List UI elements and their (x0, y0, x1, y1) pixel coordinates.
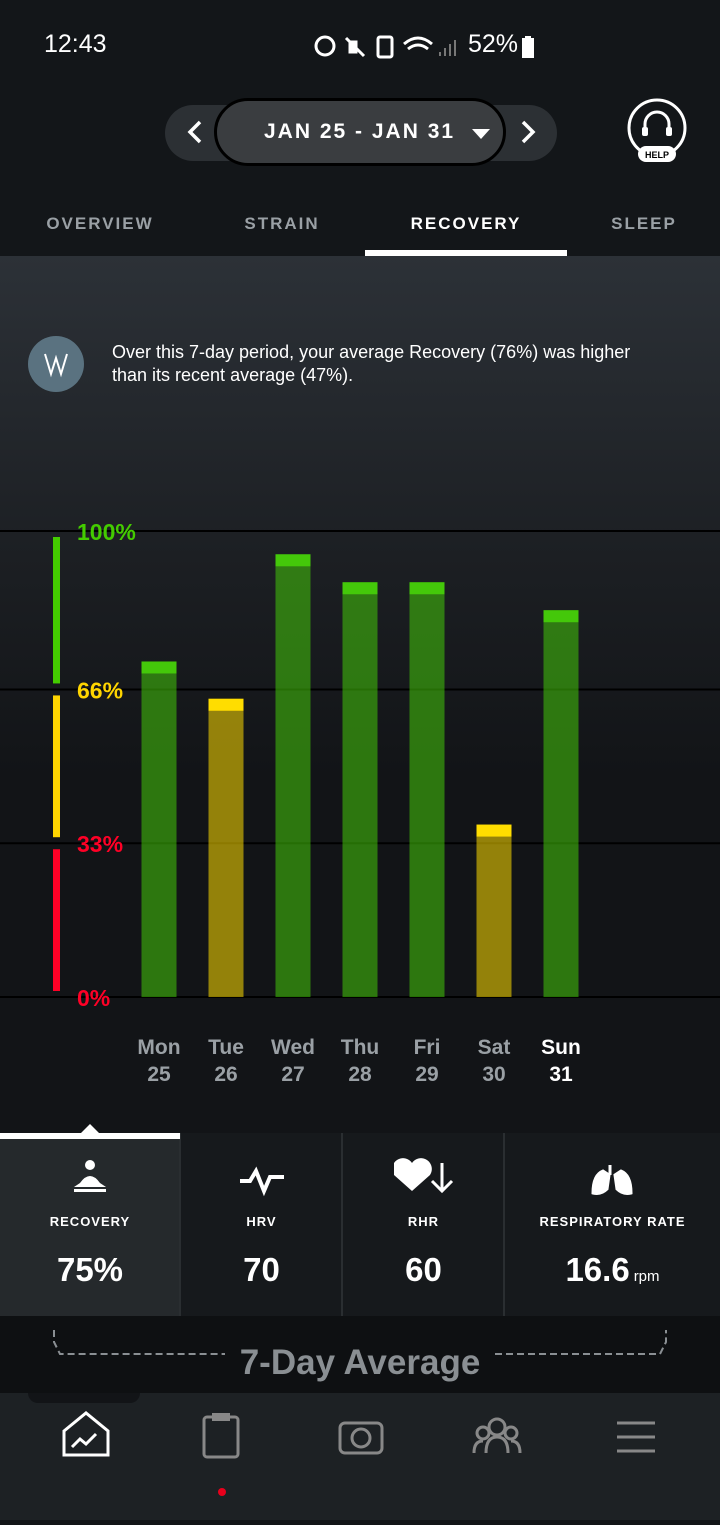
bar (409, 582, 445, 997)
metric-unit: rpm (633, 1268, 660, 1285)
x-tick-label: Wed (271, 1036, 315, 1059)
active-metric-indicator (0, 1133, 180, 1139)
nav-camera[interactable] (338, 1421, 384, 1455)
bottom-nav (0, 1383, 720, 1520)
bar (275, 554, 311, 997)
recovery-chart: 0% 33% 66% 100% Mon 25 Tue 26 Wed 27 Thu 28 Fri 29 Sat… (0, 519, 720, 1086)
tile-separator (179, 1133, 181, 1316)
date-range-button[interactable] (214, 98, 506, 166)
tab-bar: OVERVIEW STRAIN RECOVERY SLEEP (0, 200, 720, 256)
average-label: 7-Day Average (239, 1343, 481, 1382)
y-tick-label: 33% (77, 831, 123, 857)
tab[interactable]: SLEEP (611, 214, 677, 233)
status-battery: 52% (468, 30, 519, 58)
zone-bar (53, 537, 60, 684)
x-tick-date: 27 (281, 1063, 304, 1086)
bar-cap (342, 582, 378, 595)
bar-cap (409, 582, 445, 595)
metric-label: RECOVERY (49, 1214, 131, 1229)
bar (342, 582, 378, 997)
indicator-notch (80, 1124, 100, 1134)
metric-icon (74, 1160, 106, 1192)
bar (141, 661, 177, 997)
average-bracket (53, 1330, 667, 1355)
insight-icon (28, 336, 84, 392)
date-range[interactable]: JAN 25 - JAN 31 (264, 120, 456, 143)
metric-value: 16.6 (565, 1251, 630, 1288)
insight-text: Over this 7-day period, your average Rec… (112, 342, 631, 385)
x-tick-date: 30 (482, 1063, 505, 1086)
help-icon[interactable]: HELP (624, 98, 690, 168)
zone-bar (53, 849, 60, 991)
x-tick-label: Tue (208, 1036, 244, 1059)
zone-bar (53, 695, 60, 838)
x-tick-date: 26 (214, 1063, 237, 1086)
x-tick-label: Sun (541, 1036, 581, 1059)
metric-value: 70 (243, 1251, 280, 1288)
metric-icon (393, 1158, 453, 1194)
x-tick-label: Thu (341, 1036, 379, 1059)
bar-cap (208, 698, 244, 711)
x-tick-label: Sat (478, 1036, 511, 1059)
status-time: 12:43 (44, 30, 107, 58)
nav-menu[interactable] (617, 1421, 655, 1453)
x-tick-date: 31 (549, 1063, 573, 1086)
nav-community[interactable] (472, 1417, 522, 1454)
metric-tile[interactable]: HRV 70 (181, 1133, 342, 1316)
metric-icon (239, 1166, 284, 1197)
metric-label: RHR (407, 1214, 440, 1229)
tile-separator (341, 1133, 343, 1316)
metric-value-box: 75% (0, 1251, 180, 1289)
metric-label: RESPIRATORY RATE (539, 1214, 686, 1229)
metric-value: 60 (405, 1251, 442, 1288)
x-tick-date: 29 (415, 1063, 438, 1086)
bar (208, 698, 244, 997)
metric-tile[interactable]: RESPIRATORY RATE 16.6 rpm (505, 1133, 720, 1316)
x-tick-date: 25 (147, 1063, 171, 1086)
status-icons (314, 35, 456, 59)
metric-tile[interactable]: RHR 60 (343, 1133, 504, 1316)
tile-separator (503, 1133, 505, 1316)
bar-cap (476, 824, 512, 837)
tab[interactable]: OVERVIEW (46, 214, 154, 233)
bar-cap (543, 610, 579, 623)
battery-icon (522, 36, 534, 58)
nav-home[interactable] (62, 1411, 110, 1457)
tab[interactable]: RECOVERY (410, 214, 522, 233)
metric-label: HRV (246, 1214, 277, 1229)
bar-cap (275, 554, 311, 567)
nav-journal[interactable] (202, 1413, 240, 1459)
help-label: HELP (645, 150, 669, 160)
dropdown-arrow (472, 129, 490, 139)
x-tick-label: Fri (414, 1036, 441, 1059)
bar (476, 824, 512, 997)
tab-underline (365, 250, 567, 256)
bar-cap (141, 661, 177, 674)
x-tick-label: Mon (137, 1036, 180, 1059)
metric-tile[interactable]: RECOVERY 75% (0, 1133, 180, 1316)
y-tick-label: 100% (77, 519, 136, 545)
bar (543, 610, 579, 997)
y-tick-label: 0% (77, 985, 110, 1011)
tab[interactable]: STRAIN (244, 214, 320, 233)
metric-value-box: 16.6 rpm (505, 1251, 720, 1289)
metric-value: 75% (56, 1251, 124, 1288)
y-tick-label: 66% (77, 677, 123, 703)
metric-icon (590, 1165, 633, 1195)
metric-tiles: RECOVERY 75% HRV 70 RHR 60 RESPIRATORY RATE 16.… (0, 1133, 720, 1316)
x-tick-date: 28 (348, 1063, 372, 1086)
metric-value-box: 60 (343, 1251, 504, 1289)
date-arrows (187, 120, 536, 144)
metric-value-box: 70 (181, 1251, 342, 1289)
